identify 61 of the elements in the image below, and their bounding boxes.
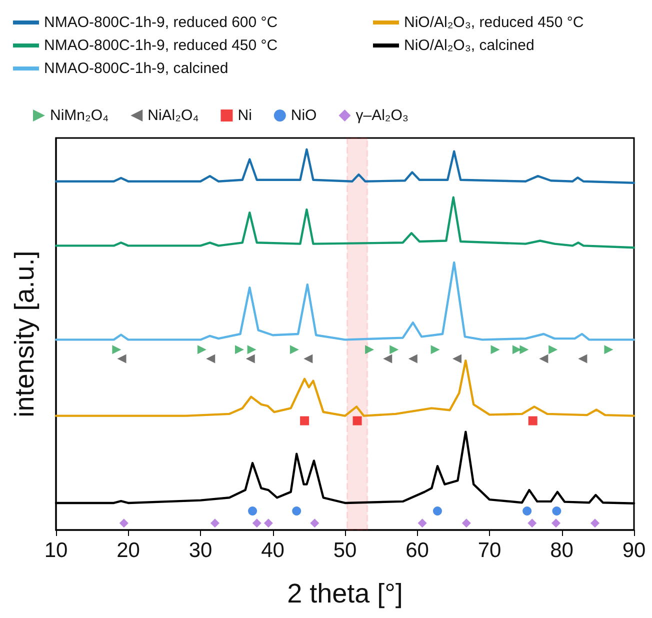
x-tick-label: 20	[116, 539, 140, 562]
point	[197, 345, 206, 354]
point	[462, 518, 471, 528]
point	[206, 354, 216, 364]
point	[590, 518, 600, 528]
legend-label: Ni	[238, 107, 252, 124]
x-tick-label: 10	[44, 539, 68, 562]
point	[551, 518, 560, 528]
legend-label: NMAO-800C-1h-9, reduced 450 °C	[44, 37, 278, 54]
point	[430, 345, 440, 354]
point	[490, 345, 500, 354]
point	[310, 518, 320, 528]
point	[300, 416, 310, 426]
point	[235, 345, 244, 354]
point	[292, 506, 302, 516]
legend-label: NiMn₂O₄	[50, 107, 109, 124]
point	[528, 416, 538, 426]
point	[432, 506, 442, 516]
point	[117, 354, 126, 364]
point	[252, 518, 262, 528]
point	[248, 506, 258, 516]
point	[247, 345, 256, 354]
point	[418, 518, 427, 528]
x-tick-label: 60	[406, 539, 429, 562]
point	[548, 345, 558, 354]
y-axis-title: intensity [a.u.]	[10, 250, 40, 418]
legend-label: NMAO-800C-1h-9, reduced 600 °C	[44, 14, 278, 31]
point	[390, 345, 399, 354]
x-tick-label: 70	[478, 539, 502, 562]
legend-label: γ–Al₂O₃	[356, 107, 409, 124]
point	[119, 518, 128, 528]
legend-label: NiAl₂O₄	[148, 107, 199, 124]
point	[365, 345, 374, 354]
x-tick-label: 50	[333, 539, 357, 562]
point	[604, 345, 614, 354]
point	[352, 416, 362, 426]
x-tick-label: 40	[261, 539, 284, 562]
point	[304, 354, 313, 364]
x-tick-label: 30	[188, 539, 212, 562]
x-tick-label: 90	[622, 539, 646, 562]
point	[383, 354, 392, 364]
point	[512, 345, 522, 354]
point	[408, 354, 418, 364]
legend-label: NiO	[290, 107, 317, 124]
x-axis-title: 2 theta [°]	[287, 578, 403, 608]
legend-label: NiO/Al₂O₃, reduced 450 °C	[404, 14, 584, 31]
legend-label: NiO/Al₂O₃, calcined	[404, 37, 534, 54]
point	[452, 354, 462, 364]
point	[539, 354, 548, 364]
point	[552, 506, 562, 516]
x-tick-label: 80	[550, 539, 574, 562]
point	[264, 518, 273, 528]
point	[578, 354, 588, 364]
legend-label: NMAO-800C-1h-9, calcined	[44, 60, 228, 77]
point	[520, 345, 529, 354]
point	[522, 506, 532, 516]
point	[290, 345, 299, 354]
point	[210, 518, 220, 528]
point	[112, 345, 122, 354]
point	[246, 354, 255, 364]
point	[528, 518, 537, 528]
